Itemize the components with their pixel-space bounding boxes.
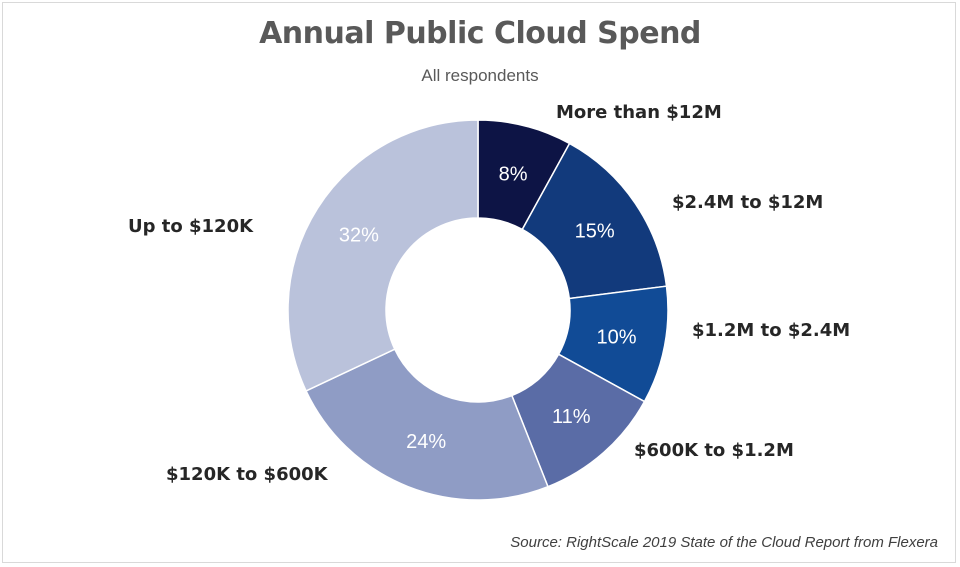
category-label-more-than-12m: More than $12M	[556, 102, 722, 123]
category-label-up-to-120k: Up to $120K	[128, 216, 254, 237]
value-label-2-4m-to-12m: 15%	[575, 221, 615, 243]
chart-source: Source: RightScale 2019 State of the Clo…	[510, 534, 938, 551]
chart-title: Annual Public Cloud Spend	[259, 16, 701, 51]
category-label-2-4m-to-12m: $2.4M to $12M	[672, 192, 823, 213]
value-label-1-2m-to-2-4m: 10%	[596, 326, 636, 348]
slice-120k-to-600k	[305, 348, 549, 501]
value-label-600k-to-1-2m: 11%	[552, 406, 591, 428]
category-label-600k-to-1-2m: $600K to $1.2M	[634, 440, 794, 461]
slice-2-4m-to-12m	[521, 142, 668, 300]
value-label-more-than-12m: 8%	[499, 163, 528, 185]
category-label-120k-to-600k: $120K to $600K	[166, 464, 329, 485]
slice-up-to-120k	[287, 119, 479, 392]
value-label-up-to-120k: 32%	[339, 224, 379, 246]
category-label-1-2m-to-2-4m: $1.2M to $2.4M	[692, 320, 850, 341]
value-label-120k-to-600k: 24%	[406, 431, 446, 453]
chart-subtitle: All respondents	[421, 66, 539, 85]
